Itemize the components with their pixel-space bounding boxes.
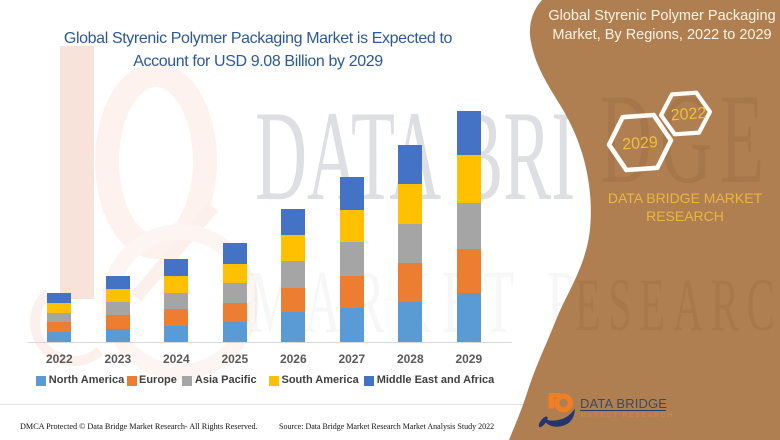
svg-text:2022: 2022	[670, 105, 707, 124]
svg-text:2029: 2029	[622, 134, 659, 153]
